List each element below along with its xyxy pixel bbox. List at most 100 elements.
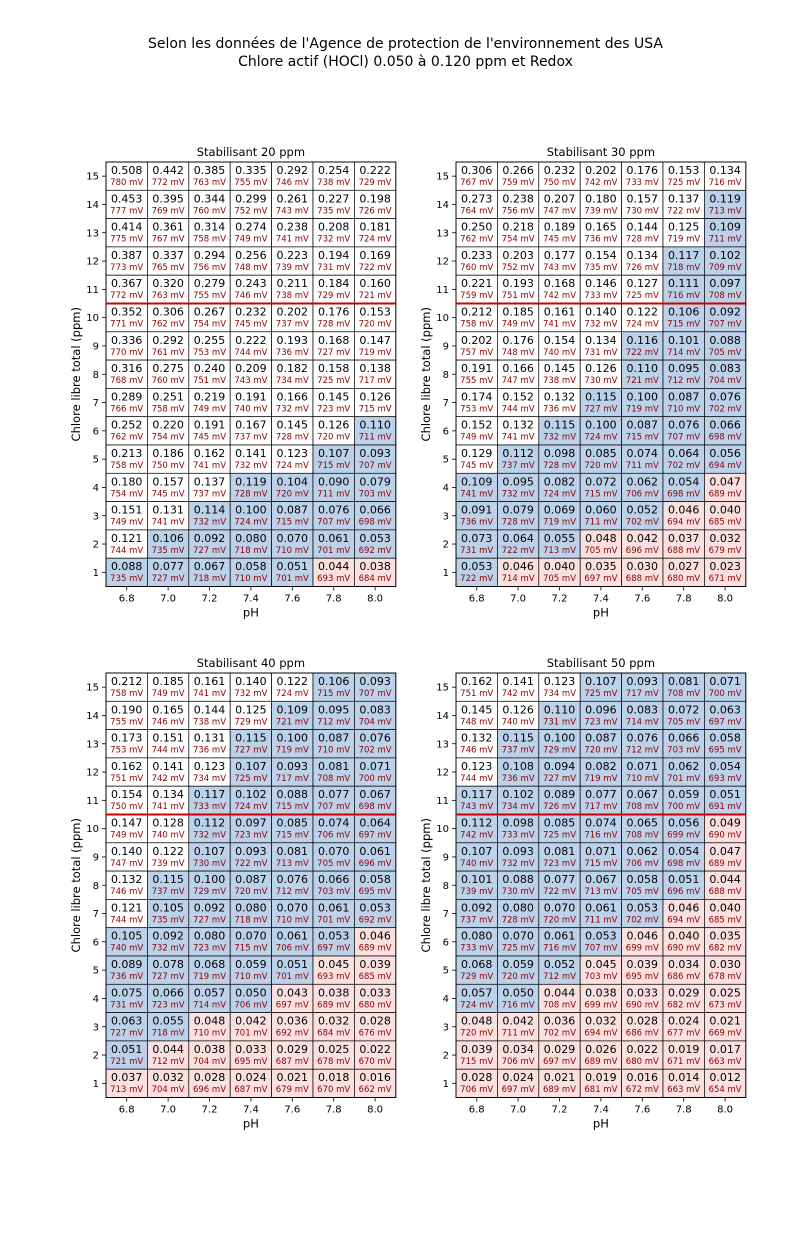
redox-value: 680 mV xyxy=(626,1057,659,1067)
x-tick-label: 7.8 xyxy=(326,1105,342,1116)
hocl-value: 0.115 xyxy=(152,873,184,886)
hocl-value: 0.089 xyxy=(111,958,143,971)
table-cell xyxy=(229,416,272,446)
redox-value: 734 mV xyxy=(193,774,226,784)
redox-value: 724 mV xyxy=(543,489,576,499)
redox-value: 689 mV xyxy=(543,1085,576,1095)
redox-value: 705 mV xyxy=(317,859,350,869)
hocl-value: 0.076 xyxy=(709,390,741,403)
hocl-value: 0.508 xyxy=(111,164,143,177)
redox-value: 745 mV xyxy=(543,235,576,245)
redox-value: 725 mV xyxy=(584,689,617,699)
table-cell xyxy=(354,529,397,559)
hocl-value: 0.110 xyxy=(627,362,659,375)
hocl-value: 0.038 xyxy=(194,1043,226,1056)
redox-value: 772 mV xyxy=(152,178,185,188)
table-cell xyxy=(704,331,747,361)
hocl-value: 0.252 xyxy=(111,419,143,432)
redox-value: 706 mV xyxy=(276,944,309,954)
hocl-value: 0.058 xyxy=(235,560,267,573)
redox-value: 729 mV xyxy=(359,178,392,188)
hocl-value: 0.202 xyxy=(277,306,309,319)
redox-value: 719 mV xyxy=(667,235,700,245)
hocl-value: 0.222 xyxy=(235,334,267,347)
table-cell xyxy=(312,501,355,531)
table-cell xyxy=(354,814,397,844)
redox-value: 754 mV xyxy=(152,433,185,443)
hocl-value: 0.025 xyxy=(709,986,741,999)
redox-value: 706 mV xyxy=(626,859,659,869)
redox-value: 740 mV xyxy=(543,348,576,358)
redox-value: 741 mV xyxy=(543,320,576,330)
redox-value: 772 mV xyxy=(110,291,143,301)
hocl-value: 0.221 xyxy=(461,277,493,290)
table-cell xyxy=(662,359,705,389)
table-cell xyxy=(229,870,272,900)
table-cell xyxy=(497,359,540,389)
redox-value: 739 mV xyxy=(584,206,617,216)
redox-value: 678 mV xyxy=(317,1057,350,1067)
table-cell xyxy=(621,444,664,474)
hocl-value: 0.039 xyxy=(461,1043,493,1056)
redox-value: 692 mV xyxy=(359,915,392,925)
table-cell xyxy=(662,557,705,587)
x-tick-label: 7.2 xyxy=(202,594,218,605)
y-tick-label: 8 xyxy=(93,370,99,381)
redox-value: 694 mV xyxy=(709,461,742,471)
redox-value: 719 mV xyxy=(359,348,392,358)
hocl-value: 0.117 xyxy=(668,249,700,262)
redox-value: 754 mV xyxy=(110,489,143,499)
table-cell xyxy=(312,927,355,957)
table-cell xyxy=(229,1012,272,1042)
redox-value: 754 mV xyxy=(502,235,535,245)
redox-value: 715 mV xyxy=(359,404,392,414)
hocl-value: 0.080 xyxy=(235,532,267,545)
redox-value: 751 mV xyxy=(502,291,535,301)
hocl-value: 0.059 xyxy=(235,958,267,971)
redox-value: 692 mV xyxy=(276,1029,309,1039)
hocl-value: 0.047 xyxy=(709,475,741,488)
redox-value: 729 mV xyxy=(234,717,267,727)
redox-value: 707 mV xyxy=(667,433,700,443)
hocl-value: 0.048 xyxy=(585,532,617,545)
redox-value: 775 mV xyxy=(110,235,143,245)
redox-value: 730 mV xyxy=(626,206,659,216)
redox-value: 710 mV xyxy=(317,746,350,756)
hocl-value: 0.202 xyxy=(585,164,617,177)
hocl-value: 0.030 xyxy=(709,958,741,971)
redox-value: 739 mV xyxy=(152,859,185,869)
hocl-value: 0.180 xyxy=(585,192,617,205)
hocl-value: 0.040 xyxy=(544,560,576,573)
hocl-value: 0.087 xyxy=(585,732,617,745)
redox-value: 735 mV xyxy=(110,574,143,584)
table-cell xyxy=(147,955,190,985)
redox-value: 771 mV xyxy=(110,320,143,330)
table-cell xyxy=(455,557,498,587)
table-cell xyxy=(621,388,664,418)
redox-value: 689 mV xyxy=(709,489,742,499)
hocl-value: 0.092 xyxy=(709,306,741,319)
redox-value: 710 mV xyxy=(667,404,700,414)
redox-value: 699 mV xyxy=(584,1000,617,1010)
table-cell xyxy=(354,416,397,446)
redox-value: 699 mV xyxy=(626,944,659,954)
hocl-value: 0.038 xyxy=(359,560,391,573)
redox-value: 691 mV xyxy=(709,802,742,812)
table-cell xyxy=(312,388,355,418)
redox-value: 740 mV xyxy=(460,859,493,869)
redox-value: 721 mV xyxy=(276,717,309,727)
hocl-value: 0.117 xyxy=(194,788,226,801)
redox-value: 755 mV xyxy=(110,717,143,727)
redox-value: 722 mV xyxy=(502,546,535,556)
redox-value: 755 mV xyxy=(460,376,493,386)
redox-value: 723 mV xyxy=(193,944,226,954)
redox-value: 714 mV xyxy=(626,717,659,727)
hocl-value: 0.068 xyxy=(461,958,493,971)
table-cell xyxy=(704,246,747,276)
redox-value: 741 mV xyxy=(152,518,185,528)
x-tick-label: 7.8 xyxy=(326,594,342,605)
hocl-value: 0.129 xyxy=(461,447,493,460)
table-cell xyxy=(538,472,581,502)
hocl-value: 0.029 xyxy=(277,1043,309,1056)
hocl-value: 0.095 xyxy=(668,362,700,375)
